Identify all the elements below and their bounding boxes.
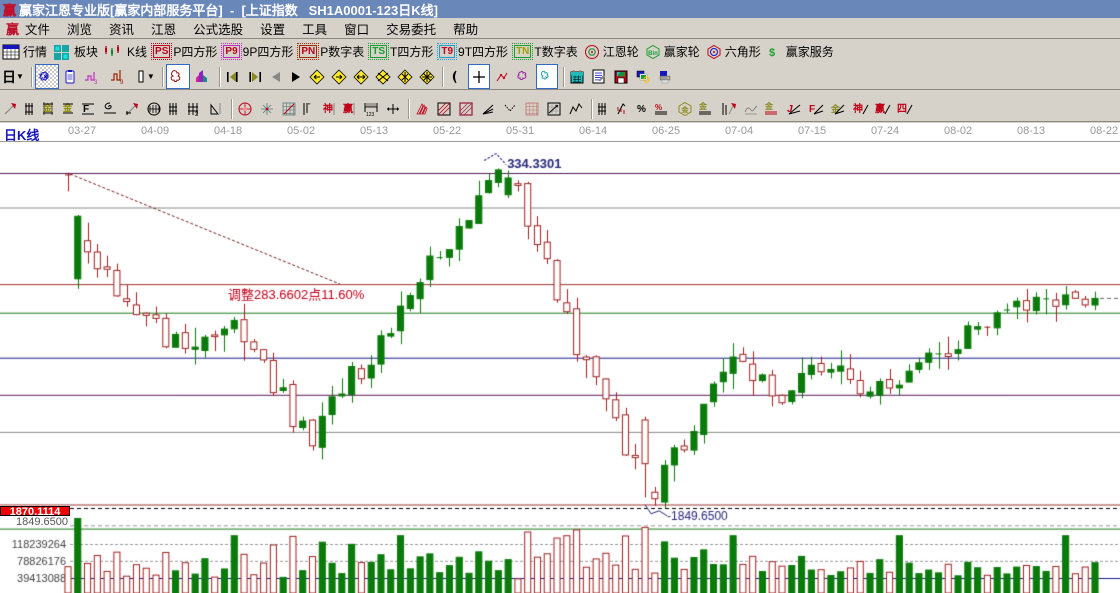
svg-text:3: 3 — [94, 80, 98, 85]
svg-text:赢: 赢 — [875, 102, 885, 115]
svg-text:神: 神 — [853, 102, 863, 115]
svg-text:金: 金 — [681, 105, 690, 114]
svg-text:9: 9 — [120, 80, 124, 85]
svg-text:%: % — [655, 103, 662, 112]
svg-text:%: % — [637, 104, 646, 115]
svg-text:123: 123 — [366, 112, 375, 117]
svg-text:F: F — [83, 104, 89, 115]
svg-text:$: $ — [769, 47, 775, 59]
svg-text:赢: 赢 — [343, 102, 353, 115]
svg-text:": " — [308, 103, 311, 110]
svg-text:2: 2 — [195, 112, 199, 117]
svg-text:四: 四 — [897, 103, 907, 115]
svg-text:神: 神 — [323, 102, 333, 115]
svg-text:Bin: Bin — [648, 51, 658, 57]
svg-text:金: 金 — [699, 101, 708, 111]
svg-text:金: 金 — [765, 101, 774, 111]
